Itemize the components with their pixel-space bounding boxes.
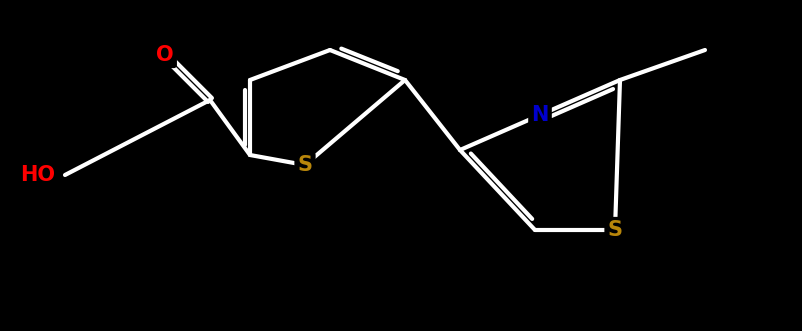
Text: S: S [298, 155, 313, 175]
Text: N: N [531, 105, 549, 125]
Text: S: S [607, 220, 622, 240]
Text: HO: HO [20, 165, 55, 185]
Text: O: O [156, 45, 174, 65]
